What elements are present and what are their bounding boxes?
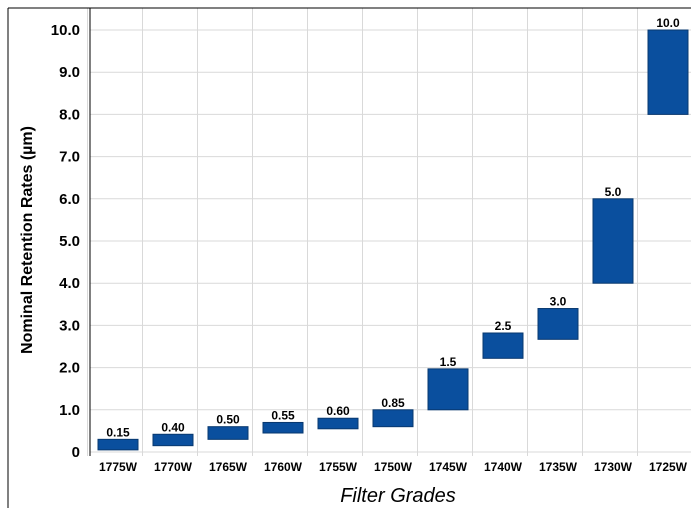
bar-1725W xyxy=(647,29,689,115)
data-label-1775W: 0.15 xyxy=(106,425,130,439)
bar-1730W xyxy=(592,198,634,284)
data-label-1745W: 1.5 xyxy=(440,355,457,369)
y-tick-label: 4.0 xyxy=(59,275,80,292)
x-axis-title: Filter Grades xyxy=(340,485,456,507)
y-tick-label: 10.0 xyxy=(51,22,80,39)
y-tick-label: 0 xyxy=(72,444,80,461)
bar-1740W xyxy=(482,332,524,359)
x-tick-label-1760W: 1760W xyxy=(264,460,303,474)
y-tick-label: 9.0 xyxy=(59,64,80,81)
bar-1765W xyxy=(207,426,249,440)
data-label-1735W: 3.0 xyxy=(550,295,567,309)
y-tick-labels: 0 1.0 2.0 3.0 4.0 5.0 6.0 7.0 8.0 9.0 10.0 xyxy=(51,22,80,461)
bar-1755W xyxy=(317,417,359,430)
data-label-1750W: 0.85 xyxy=(381,396,405,410)
bar-1775W xyxy=(97,438,139,451)
data-label-1760W: 0.55 xyxy=(271,408,295,422)
x-tick-label-1740W: 1740W xyxy=(484,460,523,474)
x-tick-label-1725W: 1725W xyxy=(649,460,688,474)
bars xyxy=(97,29,689,451)
data-label-1740W: 2.5 xyxy=(495,319,512,333)
y-axis-title: Nominal Retention Rates (µm) xyxy=(19,126,36,354)
y-tick-label: 2.0 xyxy=(59,360,80,377)
data-label-1765W: 0.50 xyxy=(216,413,240,427)
x-tick-label-1730W: 1730W xyxy=(594,460,633,474)
y-tick-label: 1.0 xyxy=(59,402,80,419)
x-tick-label-1775W: 1775W xyxy=(99,460,138,474)
y-tick-label: 6.0 xyxy=(59,191,80,208)
data-labels: 0.15 0.40 0.50 0.55 0.60 0.85 1.5 2.5 3.0 5.0 10.0 xyxy=(106,16,680,439)
bar-1735W xyxy=(537,308,579,340)
y-tick-label: 3.0 xyxy=(59,317,80,334)
y-tick-label: 8.0 xyxy=(59,106,80,123)
data-label-1730W: 5.0 xyxy=(605,185,622,199)
x-tick-label-1755W: 1755W xyxy=(319,460,358,474)
data-label-1755W: 0.60 xyxy=(326,404,350,418)
bar-1745W xyxy=(427,368,469,411)
x-tick-label-1765W: 1765W xyxy=(209,460,248,474)
x-tick-label-1745W: 1745W xyxy=(429,460,468,474)
x-tick-labels: 1775W 1770W 1765W 1760W 1755W 1750W 1745W 1740W… xyxy=(99,460,688,474)
y-tick-label: 5.0 xyxy=(59,233,80,250)
y-tick-label: 7.0 xyxy=(59,149,80,166)
bar-1760W xyxy=(262,421,304,434)
x-tick-label-1750W: 1750W xyxy=(374,460,413,474)
x-tick-label-1770W: 1770W xyxy=(154,460,193,474)
bar-1770W xyxy=(152,433,194,447)
data-label-1725W: 10.0 xyxy=(656,16,680,30)
data-label-1770W: 0.40 xyxy=(161,420,185,434)
bar-1750W xyxy=(372,409,414,428)
x-tick-label-1735W: 1735W xyxy=(539,460,578,474)
gridlines xyxy=(87,8,691,456)
